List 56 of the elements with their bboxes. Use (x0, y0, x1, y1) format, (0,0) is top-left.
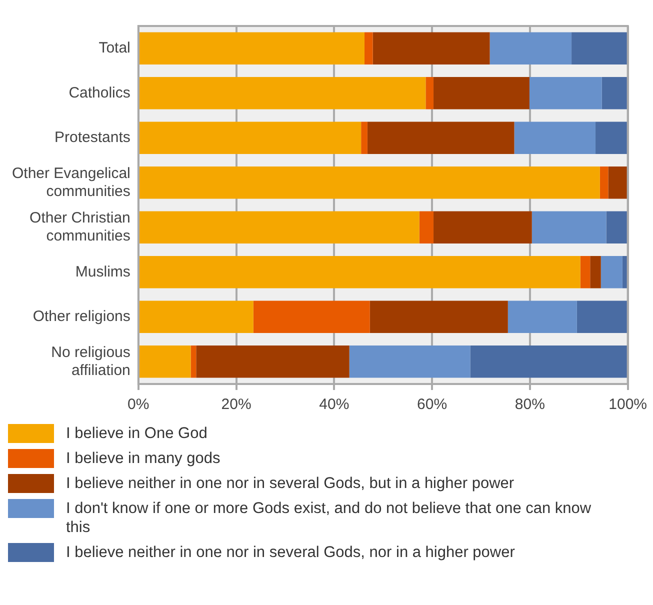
bar (370, 300, 508, 333)
y-tick-label: No religious affiliation (51, 344, 130, 379)
bar (606, 211, 628, 244)
bar (139, 166, 600, 199)
bar (514, 122, 596, 154)
y-tick-label: Total (98, 40, 130, 57)
bar (590, 256, 601, 288)
bar (600, 256, 622, 288)
bar (529, 77, 602, 110)
y-tick-label: Muslims (75, 263, 130, 280)
legend-label: I don't know if one or more Gods exist, and do not believe that one can know this (66, 499, 592, 537)
bar (490, 32, 572, 64)
bar (580, 256, 590, 288)
bar (190, 346, 196, 378)
bar (434, 211, 532, 244)
x-tick-label: 80% (514, 396, 545, 414)
bar (576, 300, 628, 333)
bar (608, 166, 628, 199)
bar (253, 300, 370, 333)
bar (364, 32, 373, 64)
bar (349, 346, 470, 378)
y-tick-label: Other religions (32, 308, 130, 326)
x-tick-label: 20% (221, 396, 252, 414)
legend-label: I believe in One God (66, 424, 208, 443)
x-tick-label: 0% (128, 396, 150, 414)
y-tick-label: Catholics (68, 84, 130, 102)
bar (361, 122, 368, 154)
bar (139, 346, 191, 378)
bar (139, 300, 254, 333)
bar (372, 32, 490, 64)
bar (367, 122, 514, 154)
bar (139, 77, 426, 110)
legend-label: I believe in many gods (66, 449, 220, 468)
y-tick-label: Protestants (54, 129, 130, 146)
x-tick-label: 40% (319, 396, 350, 414)
bar (139, 211, 420, 244)
bar (426, 77, 434, 110)
bar (139, 256, 580, 288)
bar (596, 122, 628, 154)
bar (434, 77, 530, 110)
legend-label: I believe neither in one nor in several Gods, nor in a higher power (66, 543, 515, 562)
bar (196, 346, 350, 378)
bar (139, 122, 362, 154)
x-tick-label: 100% (608, 396, 648, 414)
bar (600, 166, 608, 199)
y-tick-label: Other Evangelical communities (12, 164, 130, 200)
bar (139, 32, 365, 64)
x-tick-label: 60% (417, 396, 448, 414)
legend-label: I believe neither in one nor in several Gods, but in a higher power (66, 474, 514, 493)
y-tick-label: Other Christian communities (30, 210, 130, 245)
bar (470, 346, 628, 378)
bar (572, 32, 628, 64)
bar (508, 300, 577, 333)
bar (419, 211, 434, 244)
bar (532, 211, 606, 244)
bar (602, 77, 628, 110)
